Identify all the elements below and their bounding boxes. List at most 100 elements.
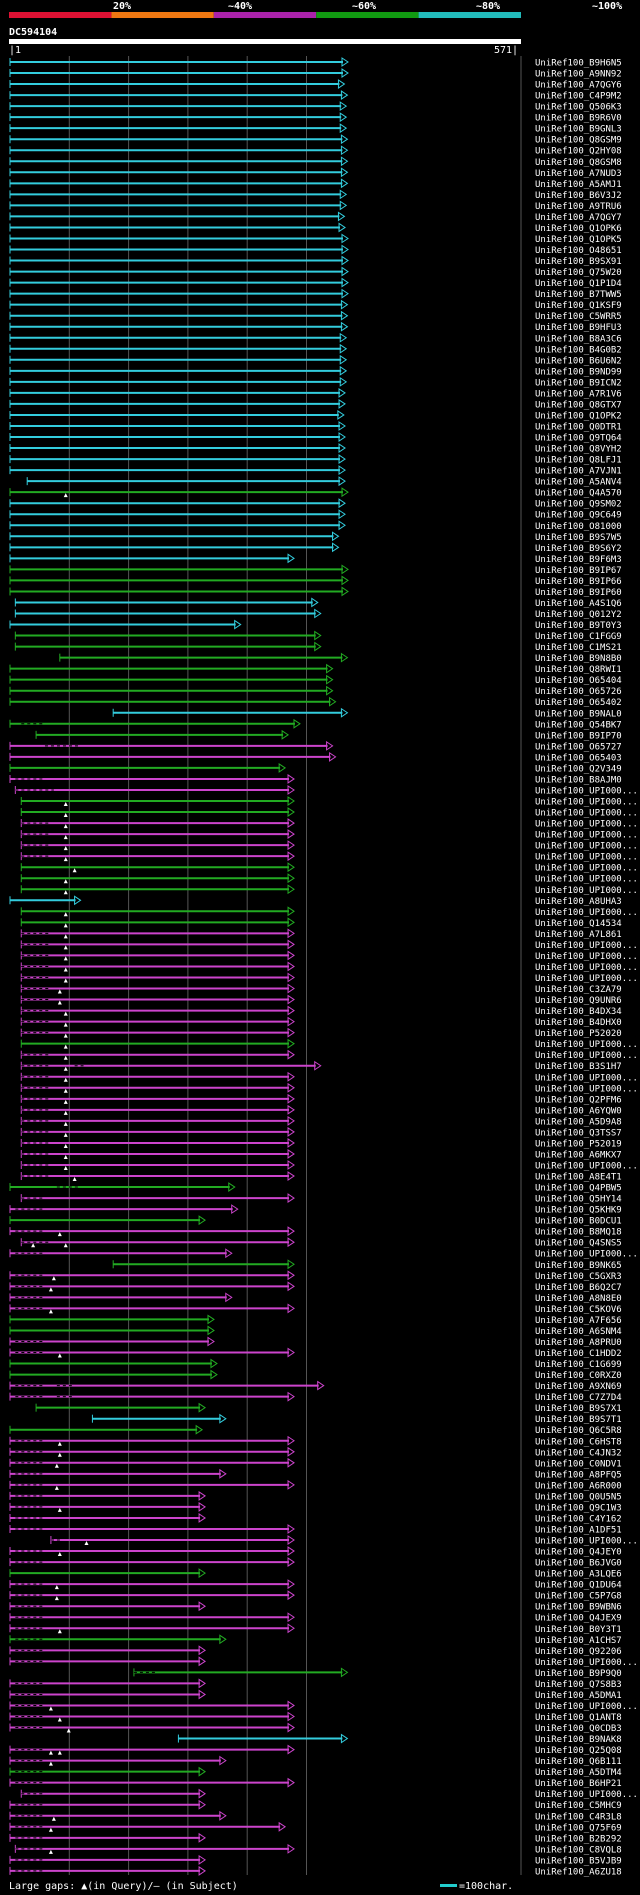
query-gap-marker: [51, 1276, 56, 1281]
query-gap-marker: [31, 1243, 36, 1248]
hit-end-arrow: [287, 1038, 295, 1049]
hit-row: UniRef100_Q92206: [9, 1645, 622, 1657]
query-gap-marker: [63, 1110, 68, 1115]
hit-row: UniRef100_UPI000...: [20, 873, 638, 885]
hit-end-arrow: [198, 1601, 206, 1612]
hit-row: UniRef100_C5MHC9: [9, 1799, 622, 1811]
hit-end-arrow: [287, 906, 295, 917]
hit-label: UniRef100_B9R6V0: [535, 114, 622, 124]
hit-end-arrow: [287, 1005, 295, 1016]
hit-row: UniRef100_B9H6N5: [9, 57, 622, 69]
hit-row: UniRef100_B6HP21: [9, 1777, 622, 1789]
hit-row: UniRef100_B9R6V0: [9, 112, 622, 124]
hit-row: UniRef100_UPI000...: [20, 1788, 638, 1800]
hit-row: UniRef100_A7L861: [20, 928, 622, 940]
hit-row: UniRef100_B0DCU1: [9, 1215, 622, 1227]
query-gap-marker: [48, 1287, 53, 1292]
hit-row: UniRef100_Q75W20: [9, 266, 622, 278]
query-gap-marker: [63, 1022, 68, 1027]
hit-label: UniRef100_A5ANV4: [535, 478, 622, 488]
hit-label: UniRef100_Q5HY14: [535, 1195, 622, 1205]
hit-row: UniRef100_B9S7T1: [91, 1413, 622, 1425]
query-gap-marker: [54, 1485, 59, 1490]
hit-row: UniRef100_A7F656: [9, 1314, 622, 1326]
hit-row: UniRef100_Q506K3: [9, 101, 622, 113]
hit-row: UniRef100_Q8LFJ1: [9, 454, 622, 466]
hit-end-arrow: [287, 1590, 295, 1601]
hit-end-arrow: [314, 641, 322, 652]
hit-row: UniRef100_A5DTM4: [9, 1766, 622, 1778]
hit-end-arrow: [338, 476, 346, 487]
hit-row: UniRef100_C5P7G8: [9, 1590, 622, 1602]
hit-label: UniRef100_A6YQW0: [535, 1106, 622, 1116]
hit-label: UniRef100_B4DHX0: [535, 1018, 622, 1028]
hit-row: UniRef100_UPI000...: [50, 1535, 638, 1547]
hit-row: UniRef100_A6YQW0: [20, 1104, 622, 1116]
hit-label: UniRef100_O65726: [535, 687, 622, 697]
hit-end-arrow: [326, 663, 334, 674]
query-gap-marker: [57, 1353, 62, 1358]
hit-end-arrow: [287, 1270, 295, 1281]
hit-label: UniRef100_Q54BK7: [535, 720, 622, 730]
hit-label: UniRef100_UPI000...: [535, 1084, 638, 1094]
hit-row: UniRef100_B6JVG0: [9, 1557, 622, 1569]
hit-label: UniRef100_Q9SM02: [535, 500, 622, 510]
hit-end-arrow: [74, 895, 82, 906]
hit-label: UniRef100_B9IP66: [535, 577, 622, 587]
hit-row: UniRef100_C4Y162: [9, 1513, 622, 1524]
hit-end-arrow: [287, 1557, 295, 1568]
hit-end-arrow: [341, 575, 349, 586]
hit-label: UniRef100_A9TRU6: [535, 202, 622, 212]
hit-label: UniRef100_UPI000...: [535, 786, 638, 796]
hit-row: UniRef100_UPI000...: [20, 807, 638, 819]
hit-rows: UniRef100_B9H6N5UniRef100_A9NN92UniRef10…: [9, 57, 638, 1877]
query-gap-marker: [54, 1596, 59, 1601]
hit-end-arrow: [338, 421, 346, 431]
scale-segment-4: [316, 12, 419, 18]
hit-end-arrow: [338, 222, 346, 233]
hit-end-arrow: [338, 432, 346, 442]
hit-label: UniRef100_C1G699: [535, 1360, 622, 1370]
hit-row: UniRef100_Q9C1W3: [9, 1501, 622, 1513]
hit-end-arrow: [287, 829, 295, 840]
legend-scale-bar: [440, 1884, 457, 1887]
hit-end-arrow: [337, 410, 345, 420]
hit-end-arrow: [339, 189, 348, 200]
hit-row: UniRef100_B4G0B2: [9, 343, 622, 355]
query-gap-marker: [63, 824, 68, 829]
hit-label: UniRef100_A5AMJ1: [535, 180, 622, 190]
hit-row: UniRef100_Q1ANT8: [9, 1711, 622, 1723]
hit-label: UniRef100_O81000: [535, 522, 622, 532]
query-gap-marker: [57, 989, 62, 994]
query-bar: [9, 39, 521, 44]
hit-row: UniRef100_UPI000...: [20, 851, 638, 863]
hit-label: UniRef100_C4P9M2: [535, 92, 622, 102]
hit-row: UniRef100_O65403: [9, 751, 622, 763]
hit-end-arrow: [340, 707, 349, 718]
hit-row: UniRef100_A8UHA3: [9, 895, 622, 907]
hit-end-arrow: [338, 443, 346, 453]
hit-end-arrow: [341, 277, 349, 288]
hit-label: UniRef100_UPI000...: [535, 886, 638, 896]
query-gap-marker: [63, 1011, 68, 1016]
hit-end-arrow: [338, 454, 346, 465]
hit-row: UniRef100_A7NUD3: [9, 167, 622, 179]
hit-end-arrow: [287, 1071, 295, 1082]
hit-label: UniRef100_Q1OPK2: [535, 411, 622, 421]
hit-row: UniRef100_Q6B111: [9, 1755, 622, 1767]
hit-row: UniRef100_B2B292: [9, 1832, 622, 1844]
hit-label: UniRef100_A7L861: [535, 930, 622, 940]
hit-end-arrow: [287, 873, 295, 884]
hit-end-arrow: [337, 79, 346, 89]
hit-end-arrow: [339, 112, 348, 123]
query-gap-marker: [48, 1309, 53, 1314]
hit-label: UniRef100_Q1P1D4: [535, 279, 622, 289]
hit-end-arrow: [198, 1678, 206, 1689]
hit-end-arrow: [314, 608, 322, 619]
hit-label: UniRef100_C1FGG9: [535, 632, 622, 642]
hit-row: UniRef100_A3LQE6: [9, 1568, 622, 1580]
hit-label: UniRef100_UPI000...: [535, 1658, 638, 1668]
hit-label: UniRef100_Q1ANT8: [535, 1713, 622, 1723]
hit-label: UniRef100_Q9C1W3: [535, 1503, 622, 1513]
